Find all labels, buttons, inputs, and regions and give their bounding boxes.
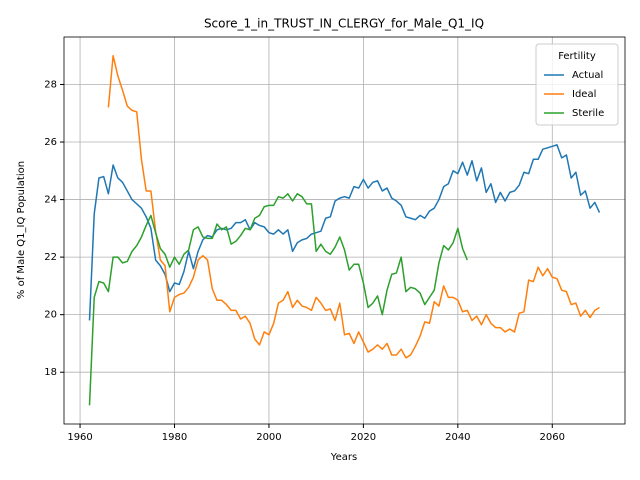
x-tick-label: 1960 <box>67 432 92 443</box>
line-series <box>88 144 601 321</box>
y-axis-label: % of Male Q1_IQ Population <box>16 161 27 299</box>
plot-frame <box>63 36 626 425</box>
x-tick-label: 2060 <box>540 432 565 443</box>
y-tick-label: 22 <box>44 252 57 263</box>
y-tick-label: 24 <box>44 195 57 206</box>
legend-label: Ideal <box>572 89 596 100</box>
y-tick-label: 20 <box>44 310 57 321</box>
y-tick-label: 26 <box>44 137 57 148</box>
legend-box <box>535 43 619 126</box>
line-series <box>88 193 468 406</box>
x-tick-label: 1980 <box>162 432 187 443</box>
line-series <box>107 54 600 359</box>
x-axis-label: Years <box>330 452 357 463</box>
x-tick-label: 2020 <box>351 432 376 443</box>
y-tick-label: 28 <box>44 79 57 90</box>
y-tick-label: 18 <box>44 367 57 378</box>
chart-title: Score_1_in_TRUST_IN_CLERGY_for_Male_Q1_I… <box>204 17 484 31</box>
legend-title: Fertility <box>558 51 596 62</box>
legend-label: Sterile <box>572 108 604 119</box>
legend: Fertility Actual Ideal Sterile <box>535 43 619 126</box>
x-tick-label: 2040 <box>445 432 470 443</box>
legend-label: Actual <box>572 70 603 81</box>
x-tick-label: 2000 <box>256 432 281 443</box>
